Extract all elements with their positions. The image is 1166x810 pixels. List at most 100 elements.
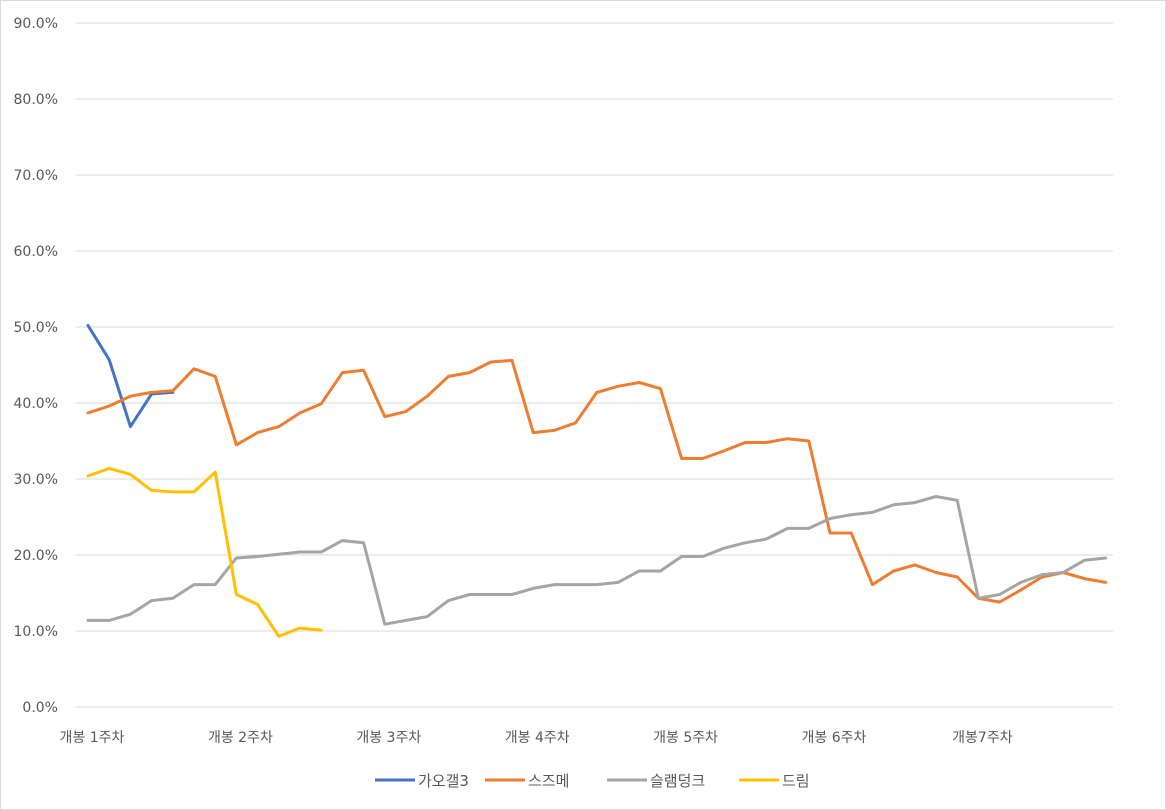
data-point xyxy=(108,619,111,622)
data-point xyxy=(192,490,196,494)
data-point xyxy=(298,411,302,415)
data-point xyxy=(214,470,217,474)
data-point xyxy=(744,441,747,444)
y-tick-label: 80.0% xyxy=(14,92,58,108)
legend-item: 슬램덩크 xyxy=(607,772,705,790)
data-point xyxy=(828,517,832,520)
data-point xyxy=(1040,573,1044,576)
data-point xyxy=(320,629,323,632)
y-axis-tick-labels: 0.0% 10.0% 20.0% 30.0% 40.0% 50.0% 60.0% 70.0% 8… xyxy=(14,16,58,716)
data-point xyxy=(807,527,810,530)
data-point xyxy=(277,553,280,556)
data-point xyxy=(362,541,365,545)
data-point xyxy=(86,411,90,415)
legend-label: 슬램덩크 xyxy=(650,772,705,790)
data-point xyxy=(892,503,895,507)
grid-lines xyxy=(76,22,1113,708)
x-tick-label: 개봉7주차 xyxy=(952,730,1013,746)
data-point xyxy=(680,457,683,460)
data-point xyxy=(786,437,789,440)
data-point xyxy=(277,425,280,428)
data-point xyxy=(638,381,641,384)
data-point xyxy=(256,603,259,606)
y-tick-label: 90.0% xyxy=(14,16,58,32)
data-point xyxy=(129,473,132,476)
data-point xyxy=(447,375,450,378)
series-lines xyxy=(86,324,1108,638)
data-point xyxy=(298,550,302,554)
data-point xyxy=(1083,559,1086,562)
data-point xyxy=(341,371,344,374)
series-line xyxy=(86,358,1108,604)
data-point xyxy=(171,389,174,393)
data-point xyxy=(680,555,683,558)
data-point xyxy=(320,550,323,554)
data-point xyxy=(86,324,90,327)
series-line xyxy=(86,324,175,429)
data-point xyxy=(129,394,132,398)
data-point xyxy=(214,375,217,378)
y-tick-label: 60.0% xyxy=(14,244,58,260)
data-point xyxy=(129,425,132,428)
data-point xyxy=(595,583,598,586)
data-point xyxy=(934,495,938,498)
data-point xyxy=(341,539,344,542)
data-point xyxy=(850,513,853,516)
data-point xyxy=(850,531,853,535)
data-point xyxy=(659,569,662,573)
data-point xyxy=(913,563,916,567)
data-point xyxy=(553,429,556,432)
data-point xyxy=(192,367,196,370)
data-point xyxy=(616,385,620,388)
data-point xyxy=(150,391,153,394)
data-point xyxy=(807,439,810,443)
data-point xyxy=(256,431,259,434)
data-point xyxy=(871,511,874,514)
data-point xyxy=(86,619,90,622)
data-point xyxy=(722,449,726,453)
legend-item: 드림 xyxy=(739,772,810,790)
y-tick-label: 50.0% xyxy=(14,320,58,336)
data-point xyxy=(489,593,492,596)
x-tick-label: 개봉 4주차 xyxy=(505,730,570,746)
data-point xyxy=(108,467,111,470)
data-point xyxy=(298,626,302,630)
data-point xyxy=(171,597,174,600)
y-tick-label: 70.0% xyxy=(14,168,58,184)
y-tick-label: 0.0% xyxy=(22,700,58,716)
data-point xyxy=(192,583,196,586)
data-point xyxy=(532,587,535,590)
data-point xyxy=(595,391,598,394)
data-point xyxy=(383,415,386,418)
data-point xyxy=(786,527,789,530)
data-point xyxy=(426,394,429,398)
data-point xyxy=(150,489,153,492)
legend-item: 가오갤3 xyxy=(375,772,469,790)
data-point xyxy=(404,619,408,622)
y-tick-label: 20.0% xyxy=(14,548,58,564)
data-point xyxy=(1104,581,1107,584)
data-point xyxy=(1019,581,1022,584)
data-point xyxy=(701,555,704,558)
series-line xyxy=(86,495,1108,626)
data-point xyxy=(532,431,535,434)
data-point xyxy=(934,571,938,574)
data-point xyxy=(998,593,1001,596)
data-point xyxy=(1062,571,1065,574)
data-point xyxy=(108,404,111,408)
data-point xyxy=(553,583,556,586)
data-point xyxy=(1019,588,1022,592)
data-point xyxy=(510,593,514,596)
data-point xyxy=(468,371,471,374)
data-point xyxy=(108,358,111,361)
x-tick-label: 개봉 3주차 xyxy=(356,730,421,746)
x-tick-label: 개봉 5주차 xyxy=(653,730,718,746)
data-point xyxy=(383,622,386,626)
data-point xyxy=(447,599,450,602)
data-point xyxy=(956,499,959,502)
data-point xyxy=(510,359,514,362)
data-point xyxy=(892,569,895,573)
data-point xyxy=(489,360,492,364)
